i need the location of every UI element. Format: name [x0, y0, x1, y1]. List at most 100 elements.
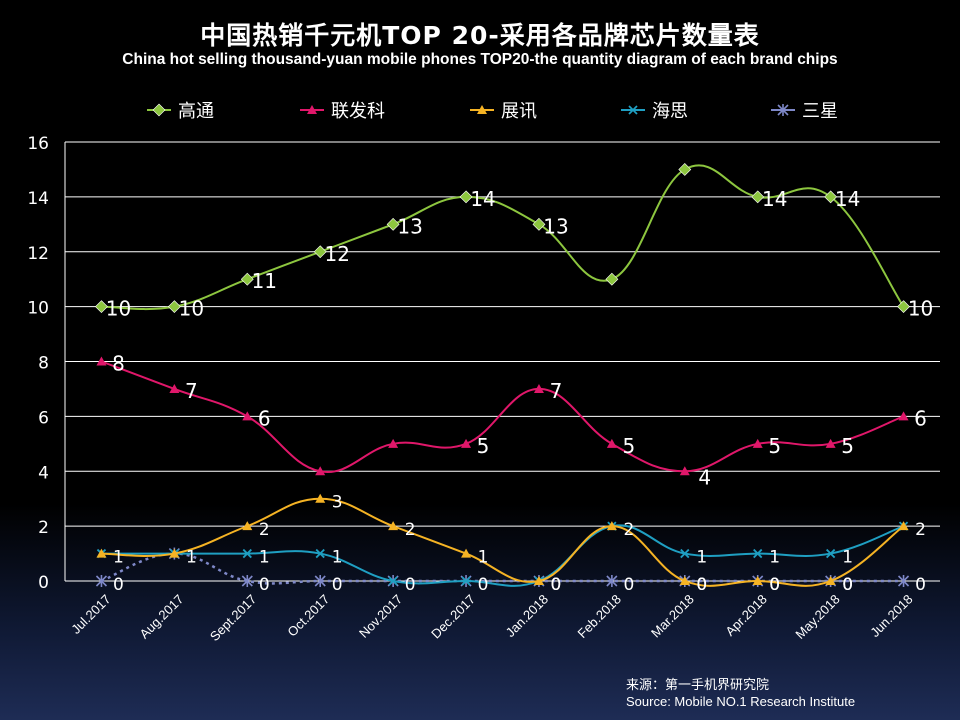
x-tick-label: Jun.2018	[867, 592, 915, 640]
y-tick-label: 10	[27, 299, 49, 319]
data-point	[897, 300, 910, 314]
x-tick-label: Nov.2017	[356, 592, 405, 641]
data-label: 1	[259, 548, 270, 568]
data-label: 10	[106, 297, 131, 321]
series-1	[96, 356, 909, 476]
data-point	[679, 466, 690, 476]
data-label: 10	[908, 297, 933, 321]
data-label: 1	[696, 548, 707, 568]
data-point	[898, 411, 909, 421]
data-point	[242, 548, 252, 559]
data-label: 5	[623, 434, 636, 458]
data-point	[314, 575, 326, 587]
data-point	[241, 575, 253, 587]
x-tick-label: Feb.2018	[575, 592, 624, 641]
data-label: 5	[768, 434, 781, 458]
data-point	[315, 548, 325, 559]
legend-label: 联发科	[331, 101, 385, 122]
legend-label: 高通	[178, 101, 214, 122]
data-label: 2	[623, 520, 634, 540]
data-point	[825, 438, 836, 448]
data-label: 0	[623, 575, 634, 595]
data-point	[96, 356, 107, 366]
legend-marker	[477, 105, 487, 114]
y-tick-label: 12	[27, 244, 49, 264]
data-point	[240, 272, 254, 286]
data-labels-4: 0 0 0 0 0 0 0 0 0 0 0	[113, 575, 926, 595]
data-label: 0	[113, 575, 124, 595]
data-label: 1	[113, 548, 124, 568]
gridlines	[65, 141, 940, 582]
legend-marker	[307, 105, 317, 114]
data-point	[897, 575, 910, 587]
series-3	[96, 521, 909, 587]
data-label: 0	[769, 575, 780, 595]
x-tick-label: Aug.2017	[137, 592, 187, 642]
data-label: 2	[405, 520, 416, 540]
data-label: 1	[478, 548, 489, 568]
legend-label: 海思	[652, 101, 688, 122]
data-label: 10	[179, 297, 204, 321]
series-line	[100, 552, 904, 585]
data-label: 4	[698, 465, 711, 489]
data-point	[606, 575, 618, 587]
data-label: 13	[397, 214, 422, 238]
data-label: 0	[696, 575, 707, 595]
data-point	[95, 300, 108, 314]
y-tick-label: 4	[38, 463, 49, 483]
chart-title: 中国热销千元机TOP 20-采用各品牌芯片数量表	[200, 21, 760, 50]
data-label: 0	[332, 575, 343, 595]
data-point	[532, 217, 546, 231]
data-label: 0	[842, 575, 853, 595]
data-label: 11	[252, 269, 277, 293]
data-point	[679, 576, 690, 585]
data-label: 7	[550, 379, 563, 403]
data-label: 0	[551, 575, 562, 595]
data-label: 12	[324, 242, 349, 266]
legend-marker	[777, 104, 789, 116]
x-tick-label: Sept.2017	[207, 592, 260, 645]
data-point	[606, 521, 617, 531]
data-label: 6	[258, 406, 271, 430]
data-labels-0: 10 10 11 12 13 14 13 14 14 10	[106, 187, 934, 321]
x-tick-label: Dec.2017	[428, 592, 478, 642]
x-axis: Jul.2017 Aug.2017 Sept.2017 Oct.2017 Nov.201…	[68, 592, 915, 645]
data-point	[95, 575, 108, 587]
data-point	[825, 576, 836, 585]
data-label: 0	[842, 575, 853, 595]
data-labels-3: 1 1 1 1 1	[259, 548, 853, 568]
y-tick-label: 14	[27, 189, 49, 209]
y-tick-label: 6	[38, 408, 49, 428]
data-point	[752, 576, 763, 585]
data-label: 2	[915, 520, 926, 540]
data-point	[242, 521, 253, 531]
data-label: 14	[470, 187, 495, 211]
data-point	[825, 548, 836, 559]
data-label: 0	[769, 575, 780, 595]
data-label: 8	[112, 352, 125, 376]
data-point	[461, 438, 472, 448]
data-label: 14	[762, 187, 787, 211]
legend-marker	[628, 105, 638, 115]
series-0	[95, 163, 910, 314]
legend-label: 展讯	[501, 101, 537, 122]
x-tick-label: May.2018	[792, 592, 842, 642]
chart-subtitle: China hot selling thousand-yuan mobile p…	[122, 51, 838, 68]
data-point	[388, 576, 398, 586]
data-point	[169, 383, 180, 393]
x-tick-label: Oct.2017	[284, 592, 332, 640]
data-point	[96, 548, 107, 558]
x-tick-label: Apr.2018	[722, 592, 769, 639]
data-label: 2	[259, 520, 270, 540]
data-label: 0	[405, 575, 416, 595]
data-point	[388, 438, 399, 448]
legend: 高通 联发科 展讯 海思 三星	[147, 101, 838, 122]
legend-label: 三星	[802, 101, 838, 122]
data-point	[751, 190, 765, 204]
data-label: 0	[259, 575, 270, 595]
data-point	[388, 521, 399, 531]
data-point	[313, 245, 327, 259]
data-label: 0	[915, 575, 926, 595]
x-tick-label: Jul.2017	[68, 592, 113, 637]
